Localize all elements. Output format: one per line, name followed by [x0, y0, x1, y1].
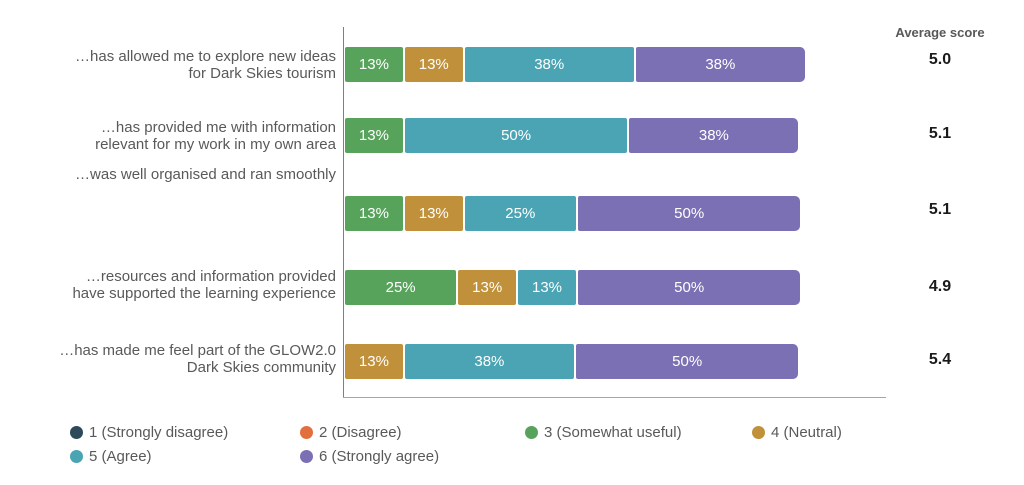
bar-segment: 13% — [345, 118, 403, 153]
row-label: …resources and information provided have … — [0, 268, 336, 302]
row-label-line: have supported the learning experience — [72, 285, 336, 302]
bar-segment: 25% — [464, 196, 576, 231]
legend-swatch-icon — [300, 425, 313, 439]
bar-segment: 25% — [345, 270, 457, 305]
stacked-bar: 13% 50% 38% — [345, 118, 799, 153]
legend-label: 1 (Strongly disagree) — [89, 423, 229, 441]
row-label: …has made me feel part of the GLOW2.0 Dar… — [0, 342, 336, 376]
row-label-line: Dark Skies community — [186, 359, 336, 376]
legend-swatch-icon — [752, 425, 765, 439]
legend-item: 1 (Strongly disagree) — [70, 423, 228, 441]
stacked-bar: 13% 13% 25% 50% — [345, 196, 801, 231]
y-axis-line — [343, 27, 344, 398]
bar-segment: 50% — [404, 118, 628, 153]
stacked-bar: 13% 13% 38% 38% — [345, 47, 805, 82]
row-label: …has allowed me to explore new ideas for … — [0, 48, 336, 82]
bar-segment: 38% — [464, 47, 634, 82]
bar-segment: 13% — [404, 196, 463, 231]
average-score-value: 4.9 — [928, 278, 952, 295]
average-score-header: Average score — [895, 25, 985, 40]
stacked-bar: 13% 38% 50% — [345, 344, 799, 379]
row-label-line: …has provided me with information — [100, 119, 336, 136]
row-label-line: for Dark Skies tourism — [188, 65, 336, 82]
x-axis-line — [343, 397, 886, 398]
bar-segment: 13% — [345, 47, 403, 82]
legend-item: 3 (Somewhat useful) — [525, 423, 682, 441]
legend-item: 2 (Disagree) — [300, 423, 402, 441]
row-label-line: …has made me feel part of the GLOW2.0 — [59, 342, 336, 359]
bar-segment: 50% — [577, 196, 801, 231]
average-score-value: 5.4 — [928, 351, 952, 368]
legend-label: 3 (Somewhat useful) — [544, 423, 682, 441]
row-label-line: …was well organised and ran smoothly — [75, 166, 336, 183]
legend-label: 4 (Neutral) — [771, 423, 842, 441]
bar-segment: 38% — [635, 47, 805, 82]
average-score-value: 5.1 — [928, 125, 952, 142]
row-label-line: …resources and information provided — [85, 268, 336, 285]
legend-swatch-icon — [70, 449, 83, 463]
legend-swatch-icon — [525, 425, 538, 439]
legend-label: 5 (Agree) — [89, 447, 152, 465]
legend-item: 6 (Strongly agree) — [300, 447, 439, 465]
row-label-line: relevant for my work in my own area — [95, 136, 336, 153]
bar-segment: 13% — [345, 344, 403, 379]
legend-swatch-icon — [300, 449, 313, 463]
legend-item: 5 (Agree) — [70, 447, 152, 465]
bar-segment: 13% — [518, 270, 576, 305]
legend-item: 4 (Neutral) — [752, 423, 842, 441]
bar-segment: 13% — [345, 196, 403, 231]
legend-label: 2 (Disagree) — [319, 423, 402, 441]
bar-segment: 13% — [404, 47, 463, 82]
stacked-bar: 25% 13% 13% 50% — [345, 270, 801, 305]
bar-segment: 13% — [458, 270, 517, 305]
legend-label: 6 (Strongly agree) — [319, 447, 440, 465]
average-score-value: 5.1 — [928, 201, 952, 218]
bar-segment: 50% — [577, 270, 801, 305]
bar-segment: 38% — [404, 344, 574, 379]
bar-segment: 50% — [575, 344, 799, 379]
legend-swatch-icon — [70, 425, 83, 439]
row-label: …has provided me with information relevan… — [0, 119, 336, 153]
bar-segment: 38% — [629, 118, 799, 153]
row-label: …was well organised and ran smoothly — [0, 166, 336, 183]
average-score-value: 5.0 — [928, 51, 952, 68]
row-label-line: …has allowed me to explore new ideas — [75, 48, 336, 65]
